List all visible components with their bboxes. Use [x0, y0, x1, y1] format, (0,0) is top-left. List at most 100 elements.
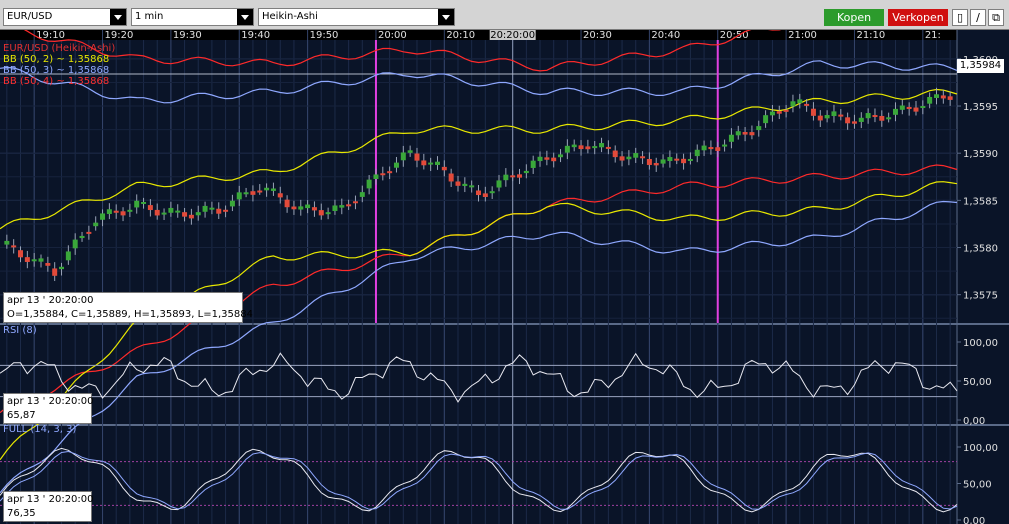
- rsi-tick-label: 50,00: [963, 377, 992, 388]
- candle-body: [633, 153, 639, 158]
- candle-body: [462, 183, 468, 187]
- candle-body: [264, 187, 270, 191]
- time-label: 21:00: [788, 30, 817, 41]
- candle-body: [257, 190, 263, 193]
- candle-body: [332, 205, 338, 211]
- candle-body: [544, 157, 550, 160]
- candle-body: [503, 174, 509, 181]
- legend-entry-bb2: BB (50, 2) ~ 1,35868: [3, 54, 110, 65]
- candle-body: [175, 210, 181, 213]
- time-label: 20:30: [583, 30, 612, 41]
- candle-body: [93, 222, 99, 227]
- time-label: 21:10: [856, 30, 885, 41]
- candle-body: [838, 114, 844, 117]
- time-axis-background: [0, 30, 957, 40]
- interval-value: 1 min: [135, 11, 164, 22]
- candle-body: [605, 146, 611, 149]
- expand-icon[interactable]: ⧉: [988, 9, 1004, 26]
- candle-body: [940, 95, 946, 99]
- candle-body: [373, 174, 379, 179]
- stoch-k-line: [0, 447, 958, 513]
- candle-body: [59, 266, 65, 270]
- time-label: 20:10: [446, 30, 475, 41]
- candle-body: [749, 132, 755, 136]
- candle-body: [305, 204, 311, 209]
- symbol-value: EUR/USD: [7, 11, 53, 22]
- candle-body: [872, 115, 878, 118]
- candle-body: [790, 101, 796, 107]
- toolbar: EUR/USD 1 min Heikin-Ashi Kopen Verkopen…: [0, 0, 1009, 30]
- price-tick-label: 1,3575: [963, 291, 998, 302]
- buy-button[interactable]: Kopen: [824, 9, 884, 26]
- candle-body: [865, 113, 871, 119]
- candle-body: [817, 115, 823, 121]
- candle-body: [24, 257, 30, 262]
- candle-body: [810, 108, 816, 116]
- candle-body: [694, 149, 700, 157]
- price-info-time: apr 13 ' 20:20:00: [7, 295, 94, 306]
- candle-body: [469, 185, 475, 188]
- candle-body: [106, 209, 112, 214]
- candle-body: [318, 210, 324, 216]
- price-tick-label: 1,3590: [963, 149, 998, 160]
- candle-body: [776, 111, 782, 114]
- bollinger-band-line: [0, 60, 958, 104]
- chart-type-icon[interactable]: ▯: [952, 9, 968, 26]
- rsi-info-time: apr 13 ' 20:20:00: [7, 396, 94, 407]
- candle-body: [86, 231, 92, 234]
- chevron-down-icon[interactable]: [237, 9, 253, 25]
- candle-body: [728, 134, 734, 142]
- candle-body: [858, 117, 864, 122]
- price-info-box: apr 13 ' 20:20:00 O=1,35884, C=1,35889, …: [3, 292, 253, 323]
- candle-body: [653, 163, 659, 166]
- candle-body: [311, 207, 317, 211]
- candle-body: [127, 209, 133, 212]
- candle-body: [845, 117, 851, 124]
- chevron-down-icon[interactable]: [438, 9, 454, 25]
- candle-body: [831, 111, 837, 117]
- sell-button[interactable]: Verkopen: [888, 9, 948, 26]
- candle-body: [947, 96, 953, 100]
- candle-body: [134, 200, 140, 208]
- candle-body: [339, 205, 345, 208]
- pencil-icon[interactable]: ∕: [970, 9, 986, 26]
- candle-body: [899, 105, 905, 110]
- candle-body: [18, 250, 24, 258]
- candle-body: [523, 170, 529, 174]
- candle-body: [31, 259, 37, 262]
- chart-svg[interactable]: 19:10 19:20 19:30 19:40 19:50 20:00 20:10 20:20…: [0, 13, 1009, 524]
- candle-body: [202, 205, 208, 212]
- candle-body: [927, 96, 933, 104]
- chart-area[interactable]: 19:10 19:20 19:30 19:40 19:50 20:00 20:10 20:20…: [0, 13, 1009, 524]
- stoch-tick-label: 100,00: [963, 443, 998, 454]
- candle-body: [517, 174, 523, 178]
- candle-body: [489, 191, 495, 194]
- candle-body: [769, 111, 775, 116]
- candle-body: [558, 154, 564, 158]
- candle-body: [612, 150, 618, 158]
- candle-body: [421, 160, 427, 166]
- candle-body: [223, 209, 229, 212]
- candle-body: [783, 109, 789, 112]
- candle-body: [147, 205, 153, 211]
- candle-body: [797, 99, 803, 104]
- symbol-select[interactable]: EUR/USD: [3, 8, 127, 26]
- chevron-down-icon[interactable]: [110, 9, 126, 25]
- candle-body: [735, 131, 741, 136]
- candle-body: [120, 211, 126, 216]
- interval-select[interactable]: 1 min: [131, 8, 254, 26]
- candle-body: [243, 192, 249, 195]
- candle-body: [667, 157, 673, 162]
- rsi-info-box: apr 13 ' 20:20:00 65,87: [3, 393, 94, 424]
- candle-body: [209, 207, 215, 210]
- candle-body: [496, 180, 502, 188]
- rsi-tick-label: 0,00: [963, 416, 985, 427]
- candle-body: [11, 245, 17, 248]
- time-label: 20:00: [378, 30, 407, 41]
- candle-body: [182, 212, 188, 217]
- candle-body: [571, 144, 577, 148]
- candle-body: [756, 126, 762, 131]
- candle-body: [892, 108, 898, 115]
- chart-type-select[interactable]: Heikin-Ashi: [258, 8, 455, 26]
- candle-body: [65, 251, 71, 261]
